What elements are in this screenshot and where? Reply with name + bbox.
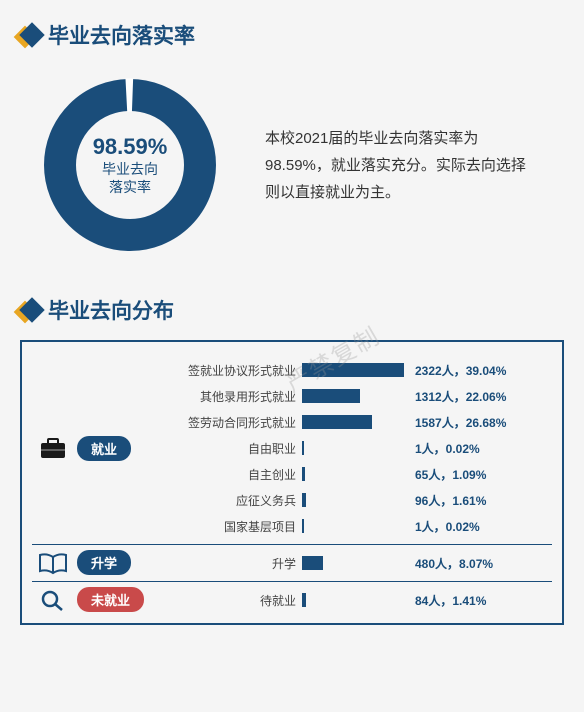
category-side: 升学: [32, 550, 172, 575]
bar-value: 1人，0.02%: [407, 518, 480, 535]
section1-title: 毕业去向落实率: [48, 20, 195, 50]
bar-value: 480人，8.07%: [407, 555, 493, 572]
bar-label: 自主创业: [172, 466, 302, 483]
bar-value: 84人，1.41%: [407, 592, 486, 609]
briefcase-icon: [37, 436, 69, 460]
bar-track: [302, 467, 407, 481]
bar-row: 国家基层项目 1人，0.02%: [172, 513, 552, 539]
bar-track: [302, 363, 407, 377]
category-pill: 就业: [77, 436, 131, 461]
bar-label: 应征义务兵: [172, 492, 302, 509]
donut-chart: 98.59% 毕业去向 落实率: [40, 75, 220, 255]
category-pill: 升学: [77, 550, 131, 575]
diamond-icon: [20, 26, 38, 44]
bar-label: 签就业协议形式就业: [172, 362, 302, 379]
bar-track: [302, 415, 407, 429]
bar-label: 签劳动合同形式就业: [172, 414, 302, 431]
donut-section: 98.59% 毕业去向 落实率 本校2021届的毕业去向落实率为98.59%，就…: [20, 65, 564, 265]
bar-track: [302, 593, 407, 607]
bar-row: 待就业 84人，1.41%: [172, 587, 552, 613]
bar-value: 65人，1.09%: [407, 466, 486, 483]
category-side: 未就业: [32, 587, 172, 612]
bar-value: 96人，1.61%: [407, 492, 486, 509]
distribution-box: 就业 签就业协议形式就业 2322人，39.04% 其他录用形式就业 1312人，22.…: [20, 340, 564, 625]
bar-track: [302, 389, 407, 403]
bar-value: 1587人，26.68%: [407, 414, 506, 431]
bar-fill: [302, 363, 404, 377]
bar-fill: [302, 441, 304, 455]
bar-label: 其他录用形式就业: [172, 388, 302, 405]
bar-fill: [302, 519, 304, 533]
bar-track: [302, 441, 407, 455]
bar-fill: [302, 493, 306, 507]
category-升学: 升学 升学 480人，8.07%: [32, 550, 552, 582]
bar-row: 其他录用形式就业 1312人，22.06%: [172, 383, 552, 409]
bar-fill: [302, 593, 306, 607]
donut-label-1: 毕业去向: [93, 160, 168, 178]
bar-row: 升学 480人，8.07%: [172, 550, 552, 576]
bar-value: 1312人，22.06%: [407, 388, 506, 405]
bar-fill: [302, 556, 323, 570]
section2-title: 毕业去向分布: [48, 295, 174, 325]
magnifier-icon: [37, 588, 69, 612]
section2-header: 毕业去向分布: [20, 295, 564, 325]
bar-label: 升学: [172, 555, 302, 572]
category-未就业: 未就业 待就业 84人，1.41%: [32, 587, 552, 613]
bar-fill: [302, 415, 372, 429]
bar-row: 自由职业 1人，0.02%: [172, 435, 552, 461]
donut-label-2: 落实率: [93, 178, 168, 196]
bar-label: 国家基层项目: [172, 518, 302, 535]
section1-header: 毕业去向落实率: [20, 20, 564, 50]
diamond-icon: [20, 301, 38, 319]
bar-row: 自主创业 65人，1.09%: [172, 461, 552, 487]
bar-row: 签劳动合同形式就业 1587人，26.68%: [172, 409, 552, 435]
bar-track: [302, 519, 407, 533]
bar-fill: [302, 389, 360, 403]
bar-value: 2322人，39.04%: [407, 362, 506, 379]
bar-fill: [302, 467, 305, 481]
bar-row: 签就业协议形式就业 2322人，39.04%: [172, 357, 552, 383]
bar-track: [302, 556, 407, 570]
donut-percent: 98.59%: [93, 134, 168, 160]
bar-label: 待就业: [172, 592, 302, 609]
bar-row: 应征义务兵 96人，1.61%: [172, 487, 552, 513]
category-pill: 未就业: [77, 587, 144, 612]
bar-label: 自由职业: [172, 440, 302, 457]
donut-center: 98.59% 毕业去向 落实率: [93, 134, 168, 196]
bar-track: [302, 493, 407, 507]
book-icon: [37, 551, 69, 575]
bar-value: 1人，0.02%: [407, 440, 480, 457]
description-box: 本校2021届的毕业去向落实率为98.59%，就业落实充分。实际去向选择则以直接…: [250, 110, 544, 221]
category-就业: 就业 签就业协议形式就业 2322人，39.04% 其他录用形式就业 1312人，22.…: [32, 357, 552, 545]
category-side: 就业: [32, 436, 172, 461]
